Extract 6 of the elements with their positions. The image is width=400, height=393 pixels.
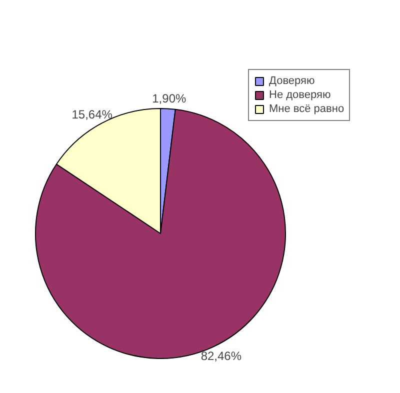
- data-label: 15,64%: [72, 107, 113, 122]
- legend-label: Доверяю: [269, 75, 315, 87]
- data-label: 1,90%: [152, 92, 186, 106]
- legend-label: Мне всё равно: [269, 103, 344, 115]
- data-label: 82,46%: [200, 349, 242, 364]
- legend-label: Не доверяю: [269, 89, 331, 101]
